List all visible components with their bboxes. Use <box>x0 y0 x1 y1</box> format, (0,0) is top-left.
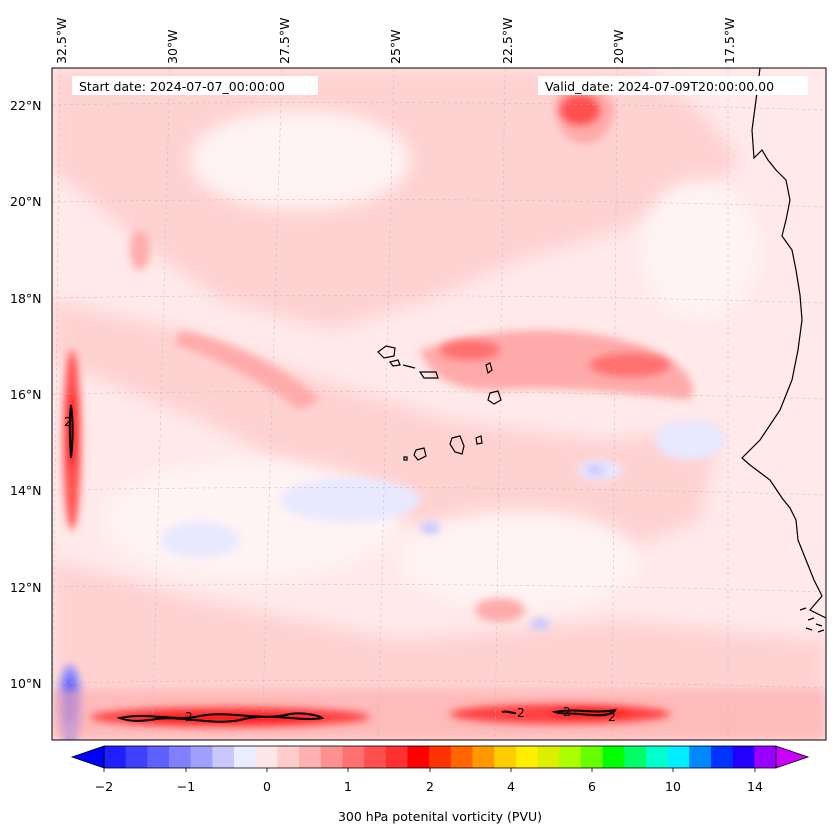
colorbar-segment <box>732 746 755 768</box>
pv-contour-south-west <box>116 712 325 723</box>
island-santo-antao <box>377 345 396 359</box>
valid-date-box <box>538 76 808 95</box>
colorbar-segment <box>169 746 192 768</box>
colorbar-tick-label: 10 <box>665 779 681 794</box>
colorbar-segment <box>299 746 322 768</box>
colorbar-segment <box>190 746 213 768</box>
lat-label: 22°N <box>10 98 42 113</box>
latitude-labels: 22°N 20°N 18°N 16°N 14°N 12°N 10°N <box>10 98 42 691</box>
lon-label: 17.5°W <box>722 18 737 64</box>
colorbar-segment <box>320 746 343 768</box>
colorbar-segment <box>602 746 625 768</box>
island-boa-vista <box>485 362 493 375</box>
lat-label: 18°N <box>10 291 42 306</box>
colorbar-segment <box>624 746 647 768</box>
island-maio <box>487 390 502 405</box>
colorbar-segment <box>515 746 539 768</box>
colorbar-segment <box>754 746 777 768</box>
colorbar-segment <box>494 746 517 768</box>
map-frame <box>51 67 827 741</box>
pv-2pvu-contours <box>68 404 617 723</box>
colorbar-segment <box>689 746 712 768</box>
map-panel: 2 2 2 2 2 Start date: 2024-07-07_00:00:0… <box>52 68 826 740</box>
colorbar: −2 −1 0 1 2 4 6 10 14 300 hPa potenital … <box>70 745 810 824</box>
island-small <box>403 456 408 461</box>
colorbar-segment <box>147 746 170 768</box>
colorbar-tick-label: 14 <box>747 779 763 794</box>
colorbar-segment <box>364 746 387 768</box>
lon-label: 32.5°W <box>54 18 69 64</box>
lat-label: 20°N <box>10 194 42 209</box>
colorbar-segment <box>277 746 300 768</box>
colorbar-segment <box>125 746 148 768</box>
colorbar-segment <box>429 746 452 768</box>
pv-contour-south-mid <box>501 710 517 715</box>
colorbar-tick-label: 1 <box>344 779 352 794</box>
island-santiago <box>449 435 465 455</box>
island-sal <box>418 371 439 379</box>
colorbar-segment <box>342 746 365 768</box>
colorbar-segments <box>104 746 777 768</box>
lat-label: 12°N <box>10 580 42 595</box>
pv-field-negative <box>160 420 725 558</box>
island-sao-nicolau <box>402 364 416 369</box>
colorbar-segment <box>255 746 278 768</box>
lat-label: 16°N <box>10 387 42 402</box>
lon-label: 22.5°W <box>500 18 515 64</box>
lat-label: 14°N <box>10 483 42 498</box>
lon-label: 25°W <box>388 29 403 64</box>
colorbar-tick-label: −1 <box>177 779 195 794</box>
contour-label-west: 2 <box>64 415 72 429</box>
lon-label: 30°W <box>165 29 180 64</box>
colorbar-extend-min <box>70 745 105 769</box>
valid-date-label: Valid_date: 2024-07-09T20:00:00.00 <box>545 79 774 94</box>
colorbar-tick-label: 4 <box>507 779 515 794</box>
colorbar-segment <box>559 746 582 768</box>
lon-label: 20°W <box>611 29 626 64</box>
contour-label-mid: 2 <box>517 706 525 720</box>
colorbar-segment <box>104 746 127 768</box>
lat-label: 10°N <box>10 676 42 691</box>
colorbar-outline <box>103 745 777 769</box>
colorbar-segment <box>212 746 235 768</box>
colorbar-segment <box>645 746 669 768</box>
colorbar-extend-max <box>775 745 810 769</box>
contour-label-sw: 2 <box>185 710 193 724</box>
island-sao-vicente <box>388 359 401 367</box>
colorbar-segment <box>667 746 690 768</box>
pv-contour-south-east <box>551 708 617 717</box>
colorbar-segment <box>385 746 408 768</box>
lon-label: 27.5°W <box>277 18 292 64</box>
colorbar-segment <box>450 746 474 768</box>
colorbar-segment <box>537 746 560 768</box>
colorbar-segment <box>407 746 430 768</box>
colorbar-segment <box>472 746 495 768</box>
contour-label-se1: 2 <box>563 705 571 719</box>
colorbar-title: 300 hPa potenital vorticity (PVU) <box>338 809 542 824</box>
colorbar-segment <box>710 746 734 768</box>
island-fogo <box>475 435 483 445</box>
pv-contour-labels: 2 2 2 2 2 <box>64 415 616 724</box>
contour-label-se2: 2 <box>608 710 616 724</box>
africa-coastline <box>741 68 826 619</box>
longitude-labels: 32.5°W 30°W 27.5°W 25°W 22.5°W 20°W 17.5… <box>54 18 737 64</box>
colorbar-tick-label: 6 <box>588 779 596 794</box>
colorbar-tick-label: 0 <box>263 779 271 794</box>
colorbar-ticks <box>103 768 756 772</box>
colorbar-tick-label: −2 <box>95 779 113 794</box>
island-brava <box>413 447 427 461</box>
coastlines <box>377 68 826 633</box>
pv-contour-west <box>68 404 74 459</box>
colorbar-segment <box>580 746 604 768</box>
graticule <box>52 68 826 740</box>
start-date-label: Start date: 2024-07-07_00:00:00 <box>79 79 285 94</box>
start-date-box <box>72 76 318 95</box>
colorbar-tick-label: 2 <box>426 779 434 794</box>
colorbar-tick-labels: −2 −1 0 1 2 4 6 10 14 <box>95 779 763 794</box>
colorbar-segment <box>234 746 257 768</box>
island-bijagos <box>799 607 825 633</box>
